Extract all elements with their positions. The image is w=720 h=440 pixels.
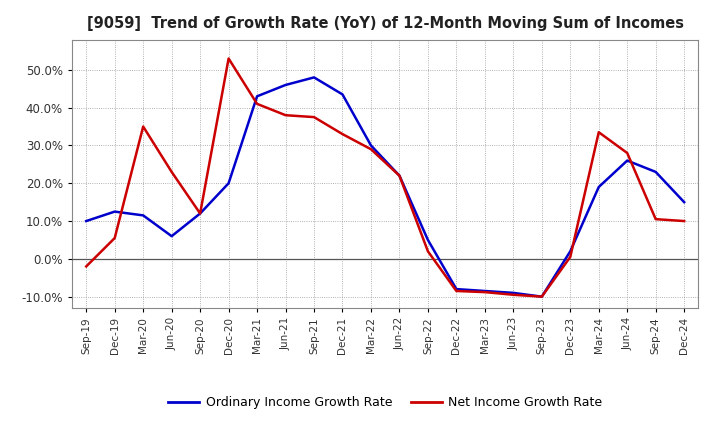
Ordinary Income Growth Rate [566, 249, 575, 254]
Ordinary Income Growth Rate [82, 218, 91, 224]
Net Income Growth Rate [196, 211, 204, 216]
Net Income Growth Rate [282, 113, 290, 118]
Ordinary Income Growth Rate [423, 237, 432, 242]
Ordinary Income Growth Rate [338, 92, 347, 97]
Net Income Growth Rate [395, 173, 404, 178]
Net Income Growth Rate [680, 218, 688, 224]
Ordinary Income Growth Rate [452, 286, 461, 292]
Net Income Growth Rate [110, 235, 119, 241]
Net Income Growth Rate [167, 169, 176, 175]
Ordinary Income Growth Rate [680, 199, 688, 205]
Line: Net Income Growth Rate: Net Income Growth Rate [86, 59, 684, 297]
Ordinary Income Growth Rate [196, 211, 204, 216]
Ordinary Income Growth Rate [509, 290, 518, 296]
Net Income Growth Rate [366, 147, 375, 152]
Ordinary Income Growth Rate [110, 209, 119, 214]
Legend: Ordinary Income Growth Rate, Net Income Growth Rate: Ordinary Income Growth Rate, Net Income … [163, 392, 608, 414]
Ordinary Income Growth Rate [395, 173, 404, 178]
Net Income Growth Rate [225, 56, 233, 61]
Net Income Growth Rate [566, 254, 575, 260]
Ordinary Income Growth Rate [537, 294, 546, 299]
Net Income Growth Rate [595, 129, 603, 135]
Ordinary Income Growth Rate [480, 288, 489, 293]
Ordinary Income Growth Rate [225, 180, 233, 186]
Net Income Growth Rate [623, 150, 631, 156]
Net Income Growth Rate [338, 132, 347, 137]
Net Income Growth Rate [139, 124, 148, 129]
Net Income Growth Rate [310, 114, 318, 120]
Ordinary Income Growth Rate [310, 75, 318, 80]
Line: Ordinary Income Growth Rate: Ordinary Income Growth Rate [86, 77, 684, 297]
Net Income Growth Rate [652, 216, 660, 222]
Ordinary Income Growth Rate [623, 158, 631, 163]
Net Income Growth Rate [253, 101, 261, 106]
Net Income Growth Rate [423, 249, 432, 254]
Net Income Growth Rate [480, 290, 489, 295]
Ordinary Income Growth Rate [366, 143, 375, 148]
Ordinary Income Growth Rate [282, 82, 290, 88]
Ordinary Income Growth Rate [595, 184, 603, 190]
Ordinary Income Growth Rate [253, 94, 261, 99]
Net Income Growth Rate [452, 288, 461, 293]
Ordinary Income Growth Rate [167, 234, 176, 239]
Net Income Growth Rate [509, 292, 518, 297]
Title: [9059]  Trend of Growth Rate (YoY) of 12-Month Moving Sum of Incomes: [9059] Trend of Growth Rate (YoY) of 12-… [86, 16, 684, 32]
Ordinary Income Growth Rate [652, 169, 660, 175]
Net Income Growth Rate [82, 264, 91, 269]
Ordinary Income Growth Rate [139, 213, 148, 218]
Net Income Growth Rate [537, 294, 546, 299]
